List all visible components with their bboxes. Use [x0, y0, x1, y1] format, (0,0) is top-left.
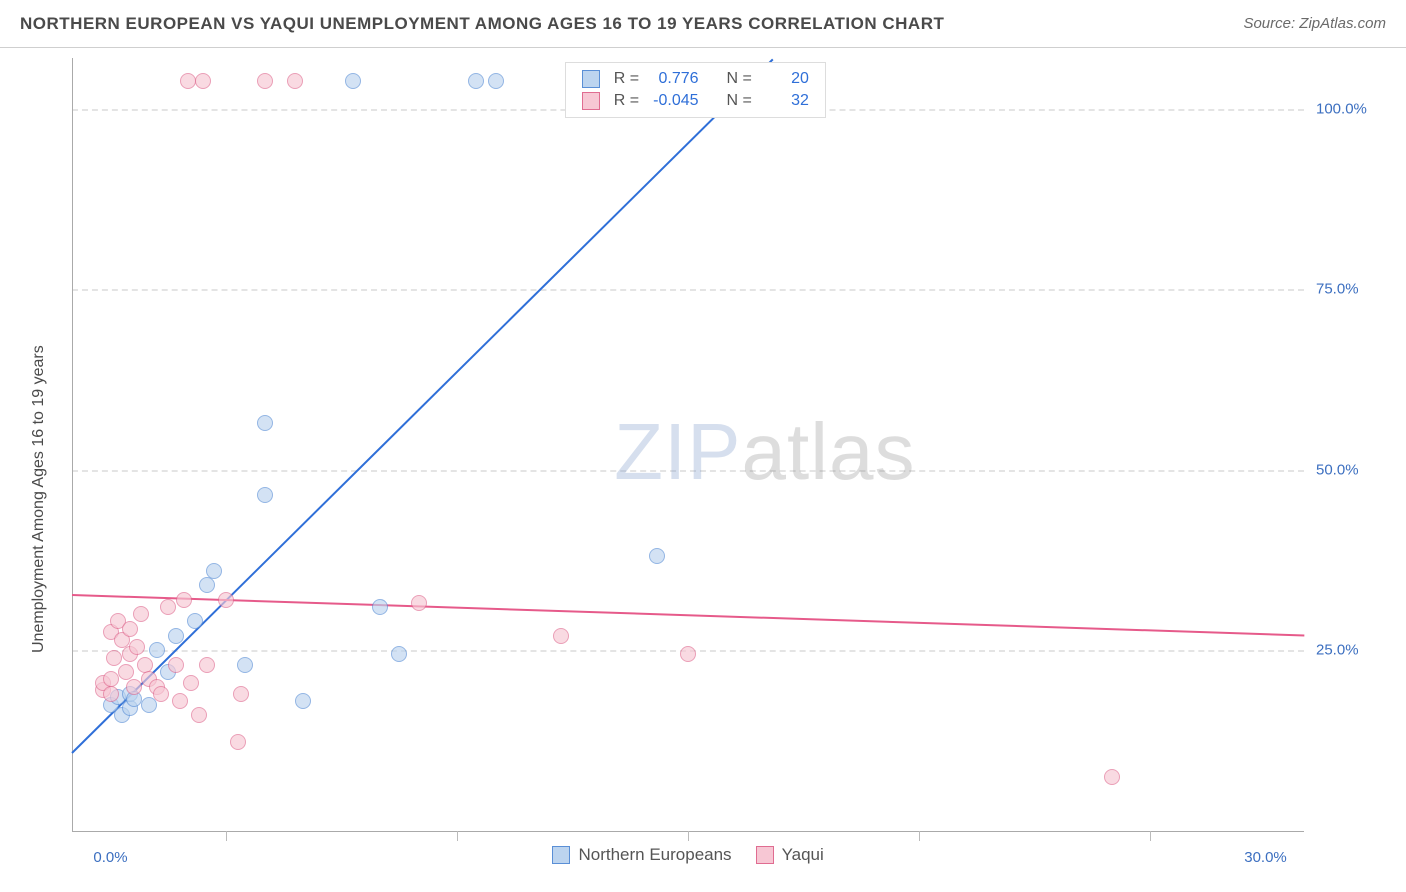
data-point-yaqui	[103, 671, 119, 687]
x-major-tick	[457, 831, 458, 841]
x-major-tick	[688, 831, 689, 841]
data-point-yaqui	[129, 639, 145, 655]
data-point-yaqui	[106, 650, 122, 666]
data-point-yaqui	[133, 606, 149, 622]
data-point-yaqui	[103, 686, 119, 702]
legend-label-yaqui: Yaqui	[782, 845, 824, 865]
y-tick-label: 75.0%	[1316, 281, 1406, 298]
regression-line-northern_europeans	[71, 58, 773, 753]
legend-swatch-northern_europeans	[582, 70, 600, 88]
legend-swatch-northern_europeans	[552, 846, 570, 864]
legend-r-value-northern_europeans: 0.776	[647, 69, 704, 89]
data-point-northern_europeans	[391, 646, 407, 662]
x-tick-label: 30.0%	[1244, 849, 1287, 892]
data-point-northern_europeans	[488, 73, 504, 89]
gridline	[72, 470, 1304, 472]
data-point-yaqui	[553, 628, 569, 644]
data-point-northern_europeans	[468, 73, 484, 89]
plot-area	[72, 58, 1304, 831]
data-point-northern_europeans	[257, 415, 273, 431]
x-major-tick	[1150, 831, 1151, 841]
data-point-yaqui	[218, 592, 234, 608]
data-point-yaqui	[287, 73, 303, 89]
data-point-northern_europeans	[372, 599, 388, 615]
data-point-northern_europeans	[295, 693, 311, 709]
data-point-northern_europeans	[649, 548, 665, 564]
data-point-yaqui	[183, 675, 199, 691]
gridline	[72, 289, 1304, 291]
legend-swatch-yaqui	[582, 92, 600, 110]
x-major-tick	[226, 831, 227, 841]
legend-n-value-northern_europeans: 20	[760, 69, 815, 89]
data-point-yaqui	[230, 734, 246, 750]
legend-item-northern_europeans: Northern Europeans	[552, 845, 731, 865]
data-point-northern_europeans	[237, 657, 253, 673]
data-point-yaqui	[680, 646, 696, 662]
data-point-northern_europeans	[168, 628, 184, 644]
legend-label-northern_europeans: Northern Europeans	[578, 845, 731, 865]
series-legend: Northern Europeans Yaqui	[552, 845, 823, 865]
data-point-yaqui	[233, 686, 249, 702]
data-point-yaqui	[168, 657, 184, 673]
data-point-yaqui	[411, 595, 427, 611]
legend-swatch-yaqui	[756, 846, 774, 864]
legend-r-label: R =	[608, 69, 645, 89]
legend-item-yaqui: Yaqui	[756, 845, 824, 865]
data-point-yaqui	[1104, 769, 1120, 785]
legend-r-label: R =	[608, 91, 645, 111]
data-point-yaqui	[191, 707, 207, 723]
data-point-yaqui	[172, 693, 188, 709]
y-axis-line	[72, 58, 73, 831]
legend-n-label: N =	[721, 91, 758, 111]
regression-line-yaqui	[72, 594, 1304, 636]
data-point-northern_europeans	[187, 613, 203, 629]
chart-source: Source: ZipAtlas.com	[1243, 15, 1386, 32]
data-point-yaqui	[195, 73, 211, 89]
chart-header: NORTHERN EUROPEAN VS YAQUI UNEMPLOYMENT …	[0, 0, 1406, 48]
data-point-northern_europeans	[199, 577, 215, 593]
y-axis-label: Unemployment Among Ages 16 to 19 years	[30, 345, 48, 653]
data-point-yaqui	[176, 592, 192, 608]
y-tick-label: 100.0%	[1316, 100, 1406, 117]
data-point-yaqui	[122, 621, 138, 637]
data-point-northern_europeans	[206, 563, 222, 579]
legend-n-label: N =	[721, 69, 758, 89]
data-point-yaqui	[126, 679, 142, 695]
data-point-yaqui	[160, 599, 176, 615]
correlation-legend: R =0.776 N =20 R =-0.045 N =32	[565, 62, 826, 118]
legend-r-value-yaqui: -0.045	[647, 91, 704, 111]
data-point-yaqui	[199, 657, 215, 673]
chart-title: NORTHERN EUROPEAN VS YAQUI UNEMPLOYMENT …	[20, 14, 944, 34]
data-point-northern_europeans	[345, 73, 361, 89]
x-tick-label: 0.0%	[93, 849, 127, 892]
data-point-yaqui	[137, 657, 153, 673]
y-tick-label: 25.0%	[1316, 642, 1406, 659]
x-major-tick	[919, 831, 920, 841]
data-point-northern_europeans	[257, 487, 273, 503]
y-tick-label: 50.0%	[1316, 461, 1406, 478]
data-point-yaqui	[257, 73, 273, 89]
data-point-yaqui	[180, 73, 196, 89]
data-point-yaqui	[153, 686, 169, 702]
legend-n-value-yaqui: 32	[760, 91, 815, 111]
data-point-northern_europeans	[149, 642, 165, 658]
